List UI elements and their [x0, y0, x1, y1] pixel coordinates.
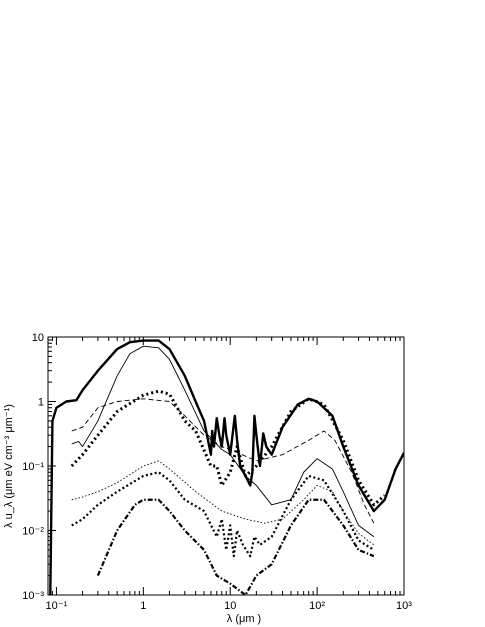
y-tick-label: 10⁻² — [22, 526, 44, 538]
y-axis-title: λ u_λ (μm eV cm⁻³ μm⁻¹) — [3, 404, 15, 528]
series-line-thin-solid — [71, 345, 375, 538]
series-group — [49, 339, 404, 595]
y-tick-label: 10⁻³ — [22, 590, 44, 602]
series-line-dash-dot — [96, 498, 375, 595]
x-tick-label: 10⁻¹ — [46, 600, 68, 612]
x-tick-label: 10 — [224, 600, 236, 612]
series-line-thick-dotted — [70, 389, 386, 507]
x-tick-label: 1 — [140, 600, 146, 612]
x-tick-label: 10³ — [396, 600, 412, 612]
x-axis-title: λ (μm ) — [227, 613, 261, 625]
y-tick-label: 10 — [32, 332, 44, 344]
x-tick-label: 10² — [309, 600, 325, 612]
axis-labels: 10⁻¹ 1 10 10² 10³ 10⁻³ 10⁻² 10⁻¹ 1 10 — [22, 332, 412, 612]
y-tick-label: 10⁻¹ — [22, 461, 44, 473]
y-tick-label: 1 — [38, 397, 44, 409]
axis-ticks — [47, 336, 405, 596]
